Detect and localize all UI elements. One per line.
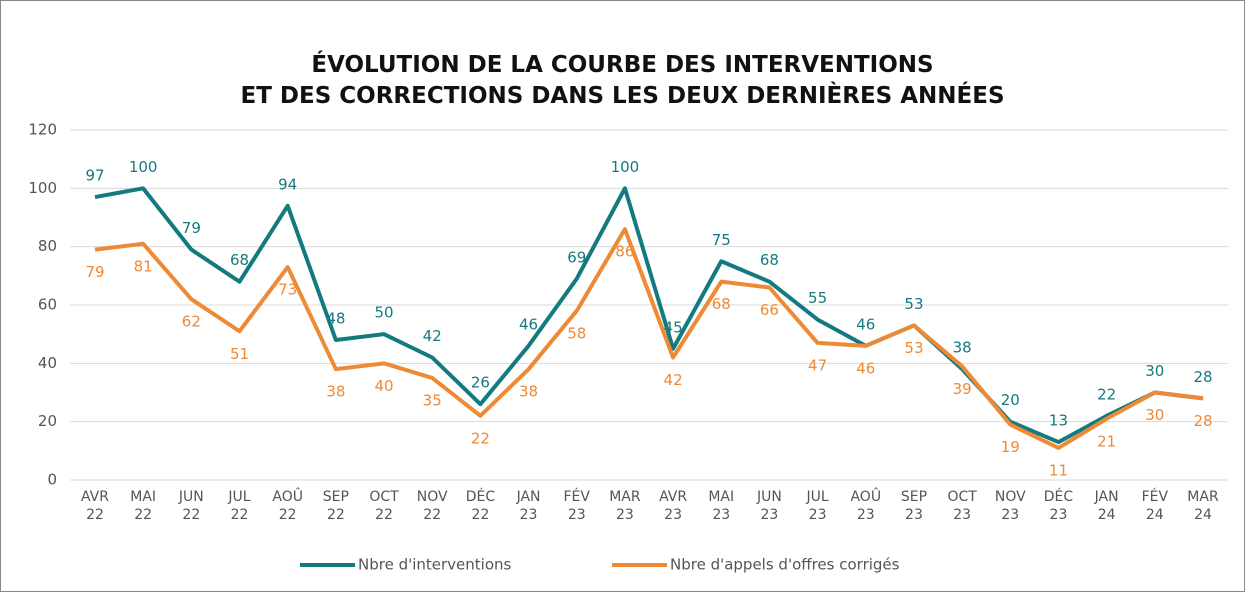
x-tick-label: JUN 22	[178, 489, 204, 523]
data-label: 79	[85, 263, 104, 281]
data-label: 28	[1193, 412, 1212, 430]
data-label: 81	[134, 257, 153, 275]
data-label: 35	[423, 391, 442, 409]
x-tick-label: JUL 23	[806, 489, 829, 523]
data-label: 22	[1097, 385, 1116, 403]
data-label: 30	[1145, 362, 1164, 380]
data-label: 68	[712, 295, 731, 313]
y-tick-label: 80	[38, 237, 57, 255]
data-label: 53	[904, 339, 923, 357]
data-label: 58	[567, 324, 586, 342]
data-label: 50	[374, 304, 393, 322]
data-label: 47	[808, 356, 827, 374]
data-label: 39	[953, 380, 972, 398]
data-label: 68	[230, 251, 249, 269]
x-tick-label: JUN 23	[756, 489, 782, 523]
data-label: 69	[567, 248, 586, 266]
y-tick-label: 0	[47, 471, 57, 489]
data-label: 38	[326, 383, 345, 401]
data-label: 75	[712, 231, 731, 249]
data-label: 40	[374, 377, 393, 395]
data-label: 48	[326, 310, 345, 328]
x-tick-label: FÉV 24	[1141, 489, 1169, 523]
x-tick-label: MAR 23	[609, 489, 641, 523]
y-tick-label: 60	[38, 296, 57, 314]
data-label: 46	[856, 359, 875, 377]
data-label: 79	[182, 219, 201, 237]
data-label: 68	[760, 251, 779, 269]
x-tick-label: OCT 23	[947, 489, 977, 523]
data-label: 45	[664, 318, 683, 336]
y-tick-label: 20	[38, 412, 57, 430]
series-line	[94, 227, 1204, 450]
series-line	[94, 186, 1204, 445]
data-label: 86	[615, 243, 634, 261]
data-label: 42	[664, 371, 683, 389]
data-label: 11	[1049, 461, 1068, 479]
data-label: 21	[1097, 432, 1116, 450]
legend-label: Nbre d'appels d'offres corrigés	[670, 556, 900, 574]
data-label: 28	[1193, 368, 1212, 386]
chart-title: ÉVOLUTION DE LA COURBE DES INTERVENTIONS…	[240, 52, 1005, 109]
x-tick-label: SEP 22	[322, 489, 349, 523]
data-label: 19	[1001, 438, 1020, 456]
x-tick-label: JAN 24	[1094, 489, 1119, 523]
x-tick-label: SEP 23	[900, 489, 928, 523]
x-tick-label: NOV 23	[994, 489, 1026, 523]
data-label: 42	[423, 327, 442, 345]
data-label: 66	[760, 301, 779, 319]
data-label: 97	[85, 167, 104, 185]
data-label: 94	[278, 175, 297, 193]
data-label: 53	[904, 295, 923, 313]
x-tick-label: AVR 23	[659, 489, 688, 523]
x-tick-label: DÉC 23	[1043, 489, 1074, 523]
y-tick-label: 40	[38, 354, 57, 372]
data-label: 38	[953, 339, 972, 357]
x-tick-label: NOV 22	[416, 489, 448, 523]
x-tick-label: MAR 24	[1187, 489, 1219, 523]
x-tick-label: AOÛ 22	[272, 489, 303, 523]
data-label: 62	[182, 313, 201, 331]
x-tick-label: AVR 22	[81, 489, 109, 523]
data-label: 30	[1145, 406, 1164, 424]
x-tick-label: JUL 22	[228, 489, 251, 523]
y-tick-label: 120	[28, 121, 57, 139]
x-tick-label: AOÛ 23	[850, 489, 882, 523]
x-tick-label: OCT 22	[369, 489, 399, 523]
x-tick-label: JAN 23	[516, 489, 541, 523]
y-tick-label: 100	[28, 179, 57, 197]
data-label: 55	[808, 289, 827, 307]
data-label: 46	[519, 315, 538, 333]
data-label: 46	[856, 315, 875, 333]
data-label: 51	[230, 345, 249, 363]
x-tick-label: FÉV 23	[563, 489, 590, 523]
data-label: 13	[1049, 412, 1068, 430]
data-label: 22	[471, 429, 490, 447]
x-tick-label: MAI 22	[130, 489, 157, 523]
data-label: 26	[471, 374, 490, 392]
legend-label: Nbre d'interventions	[358, 556, 512, 574]
data-label: 73	[278, 281, 297, 299]
data-label: 100	[129, 158, 158, 176]
x-tick-label: DÉC 22	[465, 489, 496, 523]
data-label: 100	[611, 158, 640, 176]
data-label: 38	[519, 383, 538, 401]
x-tick-label: MAI 23	[708, 489, 735, 523]
data-label: 20	[1001, 391, 1020, 409]
